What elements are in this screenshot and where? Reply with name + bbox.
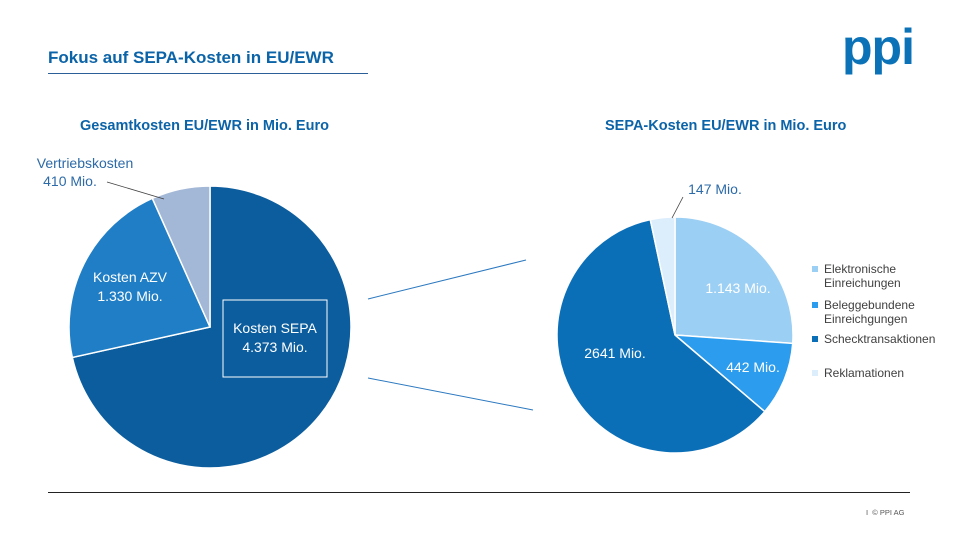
sepa-highlight-box: [222, 299, 328, 378]
label-vertrieb-name: Vertriebskosten: [37, 155, 134, 171]
pie-slice-sepa: [71, 185, 352, 469]
legend-item-scheck: Schecktransaktionen: [812, 332, 944, 346]
connector-line-bottom: [367, 377, 534, 411]
pie-slice-reklamation: [649, 216, 676, 336]
ppi-logo: ppi: [842, 19, 915, 75]
label-azv-name: Kosten AZV: [93, 269, 168, 285]
legend-swatch: [812, 302, 818, 308]
right-chart-title: SEPA-Kosten EU/EWR in Mio. Euro: [605, 118, 847, 134]
left-chart-title: Gesamtkosten EU/EWR in Mio. Euro: [80, 118, 329, 134]
label-sepa-name: Kosten SEPA: [233, 320, 317, 336]
footer-copyright: I © PPI AG: [866, 508, 904, 517]
title-underline: [48, 73, 368, 74]
footer-copyright-text: © PPI AG: [872, 508, 905, 517]
label-azv-value: 1.330 Mio.: [97, 288, 162, 304]
legend-item-elektronisch: Elektronische Einreichungen: [812, 262, 924, 290]
pie-slice-scheck: [556, 218, 766, 454]
connector-line-top: [367, 259, 527, 300]
legend-swatch: [812, 370, 818, 376]
legend-label: Schecktransaktionen: [824, 332, 936, 346]
label-vertrieb-value: 410 Mio.: [43, 173, 97, 189]
legend-item-beleg: Beleggebundene Einreichgungen: [812, 298, 944, 326]
label-beleg-value: 442 Mio.: [726, 359, 780, 375]
right-pie: [556, 216, 794, 454]
legend-label: Beleggebundene Einreichgungen: [824, 298, 915, 326]
label-sepa-value: 4.373 Mio.: [242, 339, 307, 355]
footer-separator: I: [866, 508, 869, 517]
left-pie: [68, 185, 352, 469]
legend-label: Elektronische Einreichungen: [824, 262, 901, 290]
pie-slice-vertrieb: [151, 185, 211, 328]
right-chart-legend: Elektronische Einreichungen Beleggebunde…: [812, 262, 944, 380]
legend-label: Reklamationen: [824, 366, 905, 380]
reklamation-leader-line: [671, 196, 684, 219]
pie-slice-beleg: [672, 334, 794, 413]
pie-slice-elektronisch: [674, 216, 794, 345]
pie-slice-azv: [68, 197, 212, 359]
legend-swatch: [812, 266, 818, 272]
label-reklamation-value: 147 Mio.: [688, 181, 742, 197]
footer-rule: [48, 492, 910, 493]
vertrieb-leader-line: [106, 181, 165, 200]
page-title: Fokus auf SEPA-Kosten in EU/EWR: [48, 48, 334, 67]
label-elektronisch-value: 1.143 Mio.: [705, 280, 770, 296]
label-scheck-value: 2641 Mio.: [584, 345, 645, 361]
legend-swatch: [812, 336, 818, 342]
legend-item-reklamation: Reklamationen: [812, 366, 944, 380]
